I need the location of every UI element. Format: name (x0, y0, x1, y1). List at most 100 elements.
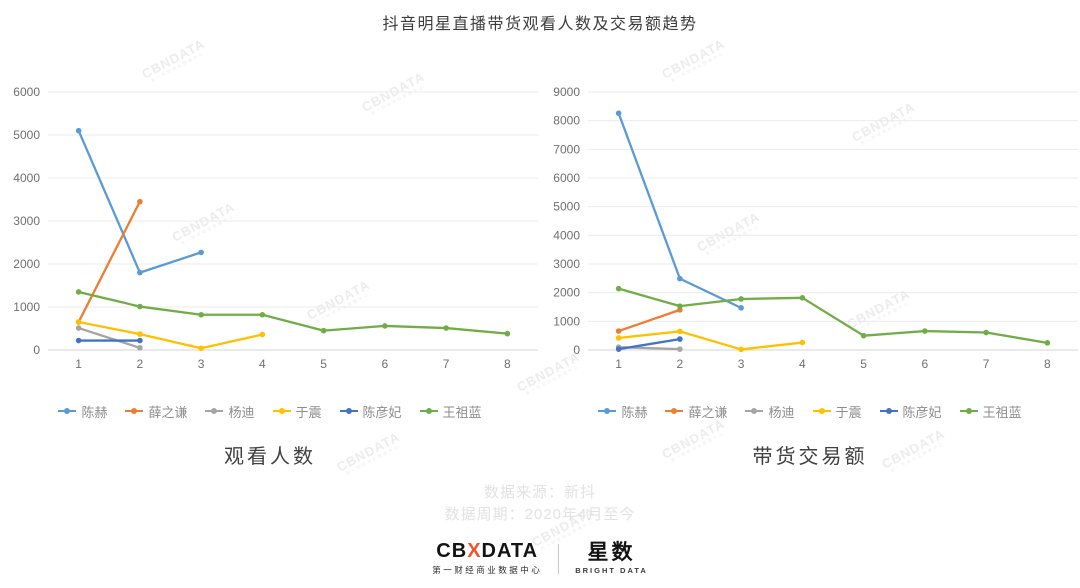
legend-label: 杨迪 (228, 404, 255, 420)
data-point-marker (75, 337, 82, 344)
x-axis-tick-label: 4 (799, 357, 806, 371)
legend-item: 于震 (812, 402, 862, 421)
data-point-marker (615, 110, 622, 117)
y-axis-tick-label: 5000 (553, 200, 580, 214)
data-point-marker (198, 345, 204, 352)
legend-item: 薛之谦 (665, 402, 727, 421)
legend-marker-icon (272, 407, 291, 416)
y-axis-tick-label: 2000 (13, 257, 40, 271)
x-axis-tick-label: 6 (382, 357, 389, 371)
legend-marker-icon (959, 407, 978, 416)
x-axis-tick-label: 4 (259, 357, 266, 371)
legend-label: 陈彦妃 (362, 404, 402, 420)
data-point-marker (615, 285, 622, 292)
footer: 数据来源：新抖 数据周期：2020年4月至今 (0, 482, 1080, 526)
y-axis-tick-label: 1000 (553, 314, 580, 328)
series-line (77, 320, 264, 350)
x-axis-tick-label: 5 (860, 357, 867, 371)
legend-marker-icon (58, 407, 77, 416)
data-point-marker (677, 346, 683, 352)
legend-item: 王祖蓝 (959, 402, 1022, 421)
legend-marker-icon (205, 407, 224, 416)
chart-block-gmv: 0 1000 2000 3000 4000 5000 6000 7000 8000 9000 1 2 3… (540, 84, 1080, 469)
legend-marker-icon (812, 407, 831, 416)
y-axis-tick-label: 6000 (13, 85, 40, 99)
legend-label: 于震 (835, 404, 862, 420)
y-axis-tick-label: 0 (573, 343, 580, 357)
views-legend: 陈赫 薛之谦 杨迪 于震 陈彦妃 王祖蓝 (58, 402, 482, 421)
y-axis-tick-label: 8000 (553, 114, 580, 128)
data-point-marker (137, 331, 143, 337)
legend-item: 王祖蓝 (419, 402, 482, 421)
data-point-marker (137, 198, 143, 205)
legend-label: 陈赫 (621, 404, 648, 420)
legend-label: 王祖蓝 (982, 404, 1022, 420)
cbndata-logo: CBXDATA 第一财经商业数据中心 (432, 541, 542, 576)
data-point-marker (198, 311, 204, 318)
data-point-marker (677, 303, 683, 309)
data-point-marker (137, 269, 143, 276)
cbndata-subtitle: 第一财经商业数据中心 (432, 565, 543, 575)
series-line (617, 287, 1049, 344)
legend-marker-icon (665, 407, 684, 416)
x-axis-tick-label: 3 (198, 357, 205, 371)
data-point-marker (259, 331, 266, 338)
legend-label: 王祖蓝 (442, 404, 482, 420)
x-axis-tick-label: 5 (320, 357, 327, 371)
data-point-marker (677, 336, 683, 342)
logo-bar: CBXDATA 第一财经商业数据中心 星数 BRIGHT DATA (0, 541, 1080, 576)
y-axis-tick-label: 9000 (553, 85, 580, 99)
y-axis-tick-label: 4000 (553, 228, 580, 242)
legend-item: 陈彦妃 (339, 402, 402, 421)
legend-item: 陈彦妃 (879, 402, 942, 421)
brightdata-wordmark: 星数 (587, 541, 636, 564)
data-point-marker (320, 327, 327, 334)
x-axis-tick-label: 7 (983, 357, 990, 371)
x-axis-tick-label: 8 (1044, 357, 1051, 371)
data-point-marker (137, 345, 143, 351)
y-axis-tick-label: 3000 (553, 257, 580, 271)
legend-marker-icon (339, 407, 358, 416)
data-point-marker (75, 325, 82, 331)
data-point-marker (799, 339, 806, 346)
cbndata-x-icon: X (467, 540, 482, 562)
gmv-legend: 陈赫 薛之谦 杨迪 于震 陈彦妃 王祖蓝 (598, 402, 1022, 421)
legend-label: 陈赫 (81, 404, 108, 420)
data-point-marker (75, 319, 82, 325)
data-point-marker (983, 329, 989, 336)
data-point-marker (799, 295, 806, 301)
data-point-marker (738, 296, 744, 302)
x-axis-tick-label: 1 (75, 357, 82, 371)
data-point-marker (137, 303, 143, 310)
x-axis-tick-label: 1 (615, 357, 622, 371)
gmv-line-chart: 0 1000 2000 3000 4000 5000 6000 7000 8000 9000 1 2 3… (553, 85, 1078, 371)
x-axis-tick-label: 8 (504, 357, 511, 371)
data-period: 数据周期：2020年4月至今 (444, 506, 636, 523)
data-point-marker (677, 275, 683, 282)
legend-label: 杨迪 (768, 404, 795, 420)
y-axis-tick-label: 3000 (13, 214, 40, 228)
views-chart-title: 观看人数 (224, 446, 316, 468)
legend-label: 于震 (295, 404, 322, 420)
data-point-marker (677, 328, 683, 335)
y-axis-tick-label: 7000 (553, 142, 580, 156)
x-axis-tick-label: 7 (443, 357, 450, 371)
data-point-marker (75, 127, 82, 134)
y-axis-tick-label: 0 (33, 343, 40, 357)
y-axis-tick-label: 5000 (13, 128, 40, 142)
logo-divider (558, 543, 560, 574)
data-point-marker (738, 305, 744, 311)
page: 抖音明星直播带货观看人数及交易额趋势 0 1000 2000 3000 4000 5000… (0, 10, 1080, 588)
legend-item: 陈赫 (58, 402, 107, 421)
x-axis-tick-label: 2 (137, 357, 144, 371)
legend-label: 薛之谦 (148, 404, 188, 420)
x-axis-tick-label: 6 (922, 357, 929, 371)
data-point-marker (922, 328, 928, 334)
data-point-marker (259, 311, 266, 318)
page-title: 抖音明星直播带货观看人数及交易额趋势 (382, 16, 698, 33)
series-line (617, 337, 682, 351)
data-point-marker (382, 323, 388, 329)
legend-item: 陈赫 (598, 402, 647, 421)
data-point-marker (504, 330, 511, 337)
data-point-marker (615, 328, 622, 334)
